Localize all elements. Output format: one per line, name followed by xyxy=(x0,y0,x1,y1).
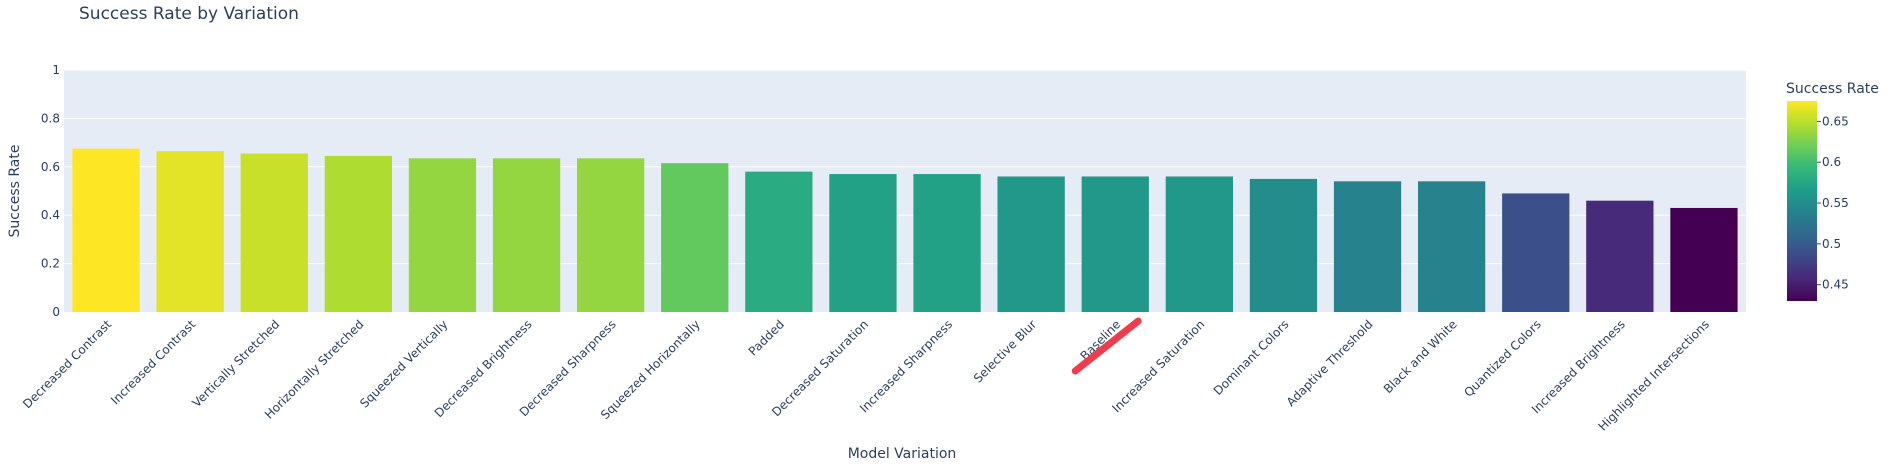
x-tick-label: Squeezed Horizontally xyxy=(598,317,703,422)
x-tick-label: Squeezed Vertically xyxy=(357,317,450,410)
bar[interactable] xyxy=(240,153,308,312)
x-tick-label: Increased Brightness xyxy=(1529,317,1628,416)
highlight-stroke xyxy=(1071,317,1142,375)
x-axis-title: Model Variation xyxy=(848,446,957,462)
colorbar-tick-label: 0.6 xyxy=(1822,155,1841,169)
bar[interactable] xyxy=(492,158,561,312)
y-tick-label: 0.2 xyxy=(41,257,60,271)
colorbar-title: Success Rate xyxy=(1786,81,1879,97)
colorbar-tick-label: 0.5 xyxy=(1822,237,1841,251)
x-tick-label: Decreased Saturation xyxy=(769,317,871,419)
bar[interactable] xyxy=(1249,178,1318,312)
highlight-annotation xyxy=(1071,317,1142,375)
colorbar-tick-label: 0.45 xyxy=(1822,278,1849,292)
x-tick-label: Selective Blur xyxy=(971,317,1039,385)
x-tick-label: Dominant Colors xyxy=(1211,317,1292,398)
colorbar-gradient xyxy=(1787,101,1817,301)
x-tick-label: Quantized Colors xyxy=(1461,317,1544,400)
bar[interactable] xyxy=(1418,181,1486,312)
bar[interactable] xyxy=(577,158,645,312)
y-tick-label: 0 xyxy=(52,305,60,319)
colorbar-ticks: 0.45 0.5 0.55 0.6 0.65 xyxy=(1817,114,1849,292)
bar[interactable] xyxy=(745,171,813,312)
x-tick-label: Vertically Stretched xyxy=(189,317,282,410)
bar[interactable] xyxy=(1081,176,1149,312)
x-tick-label: Decreased Contrast xyxy=(20,317,114,411)
y-tick-label: 0.4 xyxy=(41,208,60,222)
x-tick-label: Padded xyxy=(746,317,787,358)
bar[interactable] xyxy=(661,163,729,312)
bar[interactable] xyxy=(324,155,392,312)
x-tick-label: Decreased Sharpness xyxy=(517,317,619,419)
bar[interactable] xyxy=(829,174,897,312)
bar[interactable] xyxy=(72,148,140,312)
plot-area xyxy=(64,70,1746,312)
bar[interactable] xyxy=(1333,181,1402,312)
colorbar-tick-label: 0.55 xyxy=(1822,196,1849,210)
y-axis-title: Success Rate xyxy=(7,145,23,238)
x-tick-label: Decreased Brightness xyxy=(432,317,535,420)
bar[interactable] xyxy=(1502,193,1570,312)
bar[interactable] xyxy=(1586,200,1654,312)
y-tick-label: 1 xyxy=(52,63,60,77)
y-tick-label: 0.8 xyxy=(41,111,60,125)
chart-title: Success Rate by Variation xyxy=(79,4,299,24)
colorbar-tick-label: 0.65 xyxy=(1822,114,1849,128)
x-tick-label: Increased Sharpness xyxy=(857,317,955,415)
bar[interactable] xyxy=(408,158,477,312)
colorbar: Success Rate 0.45 0.5 0.55 0.6 0.65 xyxy=(1786,81,1879,301)
bar[interactable] xyxy=(156,151,224,312)
bar[interactable] xyxy=(997,176,1065,312)
bar[interactable] xyxy=(913,174,981,312)
y-tick-label: 0.6 xyxy=(41,160,60,174)
x-tick-label: Horizontally Stretched xyxy=(262,317,367,422)
bar[interactable] xyxy=(1165,176,1233,312)
bar[interactable] xyxy=(1670,207,1738,312)
x-tick-label: Increased Contrast xyxy=(108,317,198,407)
y-axis-ticks: 0 0.2 0.4 0.6 0.8 1 xyxy=(41,63,60,319)
bars[interactable] xyxy=(72,148,1738,312)
x-tick-label: Adaptive Threshold xyxy=(1284,317,1376,409)
x-tick-label: Black and White xyxy=(1381,317,1460,396)
